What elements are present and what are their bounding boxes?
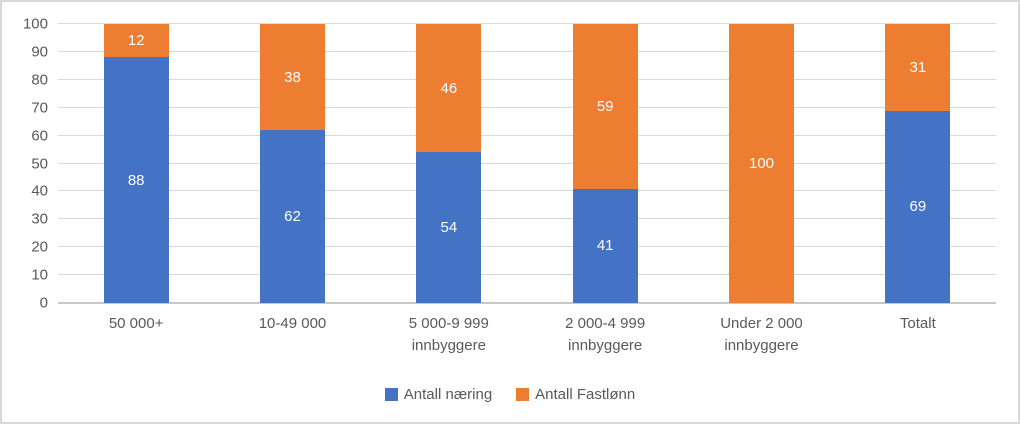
category-label: Under 2 000 innbyggere (720, 315, 803, 354)
category-label: Totalt (899, 315, 936, 332)
bar-value-label: 88 (127, 171, 145, 189)
bar-segment: 31 (885, 24, 951, 111)
x-axis: 50 000+ 10-49 000 5 000-9 999 innbyggere 2 … (58, 313, 996, 361)
legend: Antall næring Antall Fastlønn (2, 386, 1018, 403)
bar-value-label: 38 (284, 68, 301, 86)
bar-segment: 59 (572, 24, 638, 189)
bar-value-label: 46 (440, 79, 458, 97)
bar-value-label: 62 (284, 208, 301, 226)
y-axis-tick-label: 40 (31, 182, 48, 200)
gridline (58, 78, 996, 80)
gridline (58, 50, 996, 52)
bar-value-label: 100 (748, 155, 775, 172)
gridline (58, 134, 996, 136)
gridline (58, 23, 996, 24)
category-label: 2 000-4 999 innbyggere (565, 315, 646, 354)
bar-segment: 69 (885, 110, 951, 303)
y-axis-tick-label: 20 (31, 238, 48, 256)
bar-value-label: 54 (440, 219, 458, 237)
plot-area: 88 12 62 38 54 46 41 59 100 69 31 (58, 23, 996, 304)
category-label: 5 000-9 999 innbyggere (408, 315, 489, 354)
legend-item: Antall Fastlønn (516, 386, 635, 403)
legend-item: Antall næring (384, 386, 493, 403)
legend-label: Antall Fastlønn (535, 386, 636, 403)
bar-segment: 54 (416, 152, 482, 303)
y-axis-tick-label: 0 (39, 294, 48, 312)
y-axis: 0 10 20 30 40 50 60 70 80 90 100 (2, 16, 48, 312)
gridline (58, 246, 996, 248)
gridline (58, 190, 996, 192)
y-axis-tick-label: 50 (31, 155, 48, 172)
y-axis-tick-label: 70 (31, 99, 48, 117)
gridline (58, 162, 996, 164)
bar-value-label: 31 (909, 58, 927, 76)
bar-value-label: 69 (909, 198, 927, 216)
bar-segment: 12 (103, 24, 169, 58)
bar-segment: 46 (416, 24, 482, 153)
y-axis-tick-label: 30 (31, 210, 48, 228)
y-axis-tick-label: 10 (31, 266, 48, 284)
y-axis-tick-label: 80 (31, 71, 48, 89)
gridline (58, 218, 996, 220)
bar-segment: 88 (103, 57, 169, 303)
gridline (58, 274, 996, 276)
bar-segment: 38 (260, 24, 325, 131)
bar-segment: 100 (729, 24, 794, 303)
category-label: 50 000+ (108, 315, 164, 332)
bar-value-label: 12 (127, 32, 145, 50)
x-axis-line (58, 302, 996, 304)
y-axis-tick-label: 100 (22, 15, 48, 33)
legend-label: Antall næring (403, 386, 493, 403)
bar-value-label: 59 (596, 97, 614, 115)
bar-segment: 62 (260, 130, 325, 303)
y-axis-tick-label: 90 (31, 43, 48, 61)
legend-swatch-icon (516, 388, 530, 401)
category-label: 10-49 000 (258, 315, 327, 332)
gridline (58, 106, 996, 108)
bar-segment: 41 (572, 188, 638, 303)
y-axis-tick-label: 60 (31, 127, 48, 145)
bar-value-label: 41 (596, 237, 614, 255)
legend-swatch-icon (384, 388, 398, 401)
